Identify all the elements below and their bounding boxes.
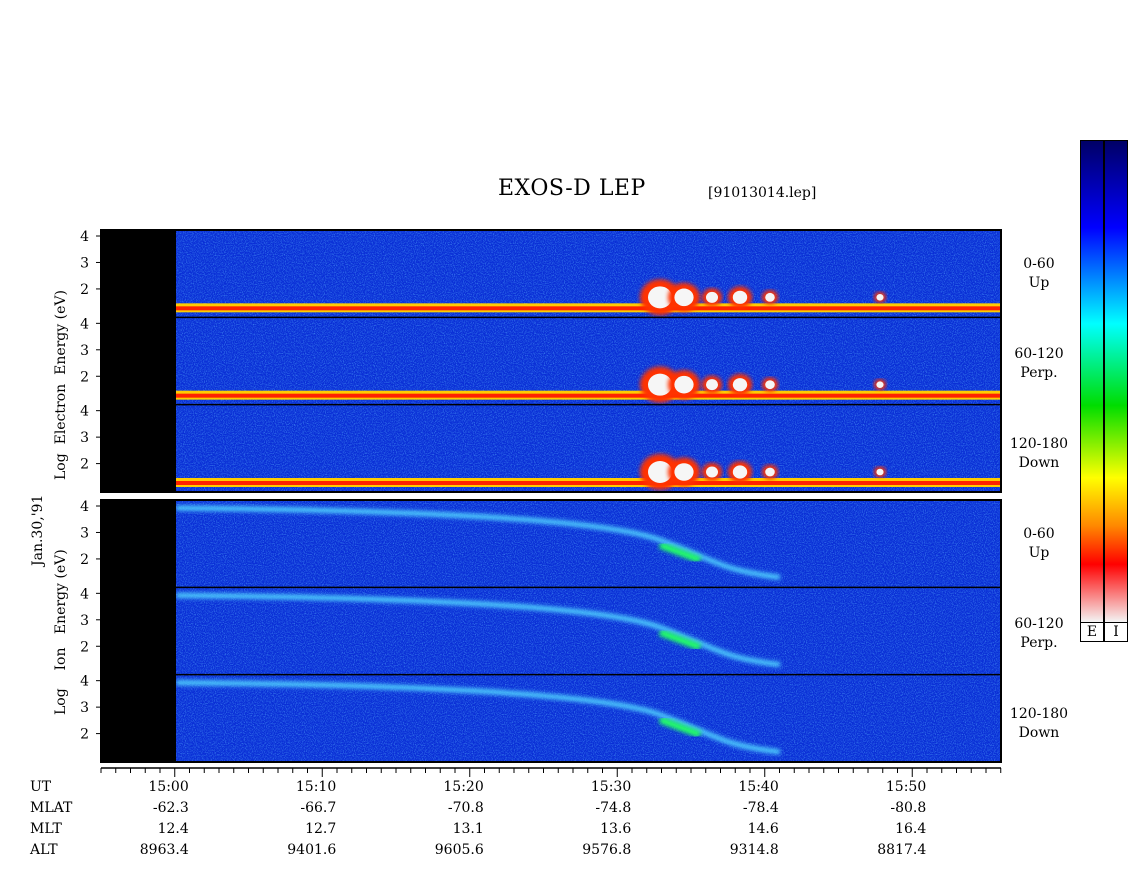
- channel-label-e-down: 120-180 Down: [1009, 436, 1069, 471]
- y-tick-label: 2: [80, 727, 89, 743]
- row-value-ut: 15:40: [738, 779, 779, 795]
- burst-core: [732, 290, 748, 304]
- panel-noise: [101, 230, 1001, 492]
- burst-core: [648, 373, 672, 396]
- y-tick-label: 4: [80, 499, 89, 515]
- channel-label-e-perp: 60-120 Perp.: [1014, 346, 1064, 381]
- nodata-region: [101, 500, 176, 762]
- row-value-mlt: 12.7: [305, 821, 337, 837]
- y-tick-label: 4: [80, 674, 89, 690]
- panel-noise: [101, 500, 1001, 762]
- y-tick-label: 2: [80, 457, 89, 473]
- y-tick-label: 2: [80, 639, 89, 655]
- y-tick-label: 4: [80, 404, 89, 420]
- row-value-mlt: 13.1: [452, 821, 484, 837]
- row-value-mlat: -66.7: [300, 800, 337, 816]
- row-name-mlt: MLT: [30, 821, 62, 837]
- burst-core: [706, 291, 718, 303]
- chart-title: EXOS-D LEP: [498, 176, 646, 201]
- nodata-region: [101, 230, 176, 492]
- electron-ylabel: Log Electron Energy (eV): [53, 290, 69, 480]
- burst-core: [648, 461, 672, 483]
- row-value-alt: 9576.8: [582, 842, 632, 858]
- row-value-alt: 9314.8: [729, 842, 779, 858]
- row-value-alt: 9605.6: [434, 842, 484, 858]
- row-value-alt: 8963.4: [139, 842, 189, 858]
- row-value-alt: 9401.6: [287, 842, 337, 858]
- y-tick-label: 4: [80, 229, 89, 245]
- row-value-ut: 15:50: [885, 779, 927, 795]
- burst-core: [674, 288, 694, 307]
- row-value-mlat: -70.8: [447, 800, 484, 816]
- burst-core: [765, 380, 775, 390]
- row-value-ut: 15:20: [443, 779, 484, 795]
- ion-arc-green: [658, 716, 702, 738]
- burst-core: [876, 381, 884, 388]
- burst-core: [876, 468, 884, 476]
- row-value-mlt: 13.6: [600, 821, 632, 837]
- colorbar-ion-label: I: [1105, 622, 1127, 642]
- ion-arc-green: [658, 629, 702, 651]
- electron-band-core: [176, 306, 1001, 311]
- ion-arc-green: [658, 541, 702, 564]
- burst-core: [765, 292, 775, 302]
- ion-arc: [175, 505, 781, 580]
- row-value-alt: 8817.4: [877, 842, 927, 858]
- row-value-mlat: -80.8: [890, 800, 927, 816]
- y-tick-label: 3: [80, 525, 89, 541]
- row-name-mlat: MLAT: [30, 800, 73, 816]
- burst-core: [765, 467, 775, 477]
- ion-arc: [175, 592, 781, 668]
- y-tick-label: 3: [80, 255, 89, 271]
- channel-label-e-up: 0-60 Up: [1023, 256, 1055, 291]
- burst-core: [674, 375, 694, 394]
- y-tick-label: 3: [80, 343, 89, 359]
- row-value-mlat: -62.3: [152, 800, 189, 816]
- y-tick-label: 3: [80, 613, 89, 629]
- row-value-ut: 15:10: [295, 779, 337, 795]
- channel-label-i-perp: 60-120 Perp.: [1014, 616, 1064, 651]
- y-tick-label: 4: [80, 586, 89, 602]
- channel-label-i-up: 0-60 Up: [1023, 526, 1055, 561]
- y-tick-label: 2: [80, 282, 89, 298]
- row-value-mlat: -78.4: [742, 800, 779, 816]
- electron-band-core: [176, 393, 1001, 398]
- burst-core: [674, 463, 694, 481]
- row-value-mlt: 14.6: [747, 821, 779, 837]
- row-value-mlt: 16.4: [895, 821, 927, 837]
- burst-core: [732, 465, 748, 479]
- y-tick-label: 2: [80, 552, 89, 568]
- row-value-mlat: -74.8: [595, 800, 632, 816]
- y-tick-label: 2: [80, 369, 89, 385]
- channel-label-i-down: 120-180 Down: [1009, 706, 1069, 741]
- colorbar-electron: E: [1080, 140, 1104, 642]
- ion-arc: [175, 680, 781, 755]
- burst-core: [732, 378, 748, 392]
- row-value-ut: 15:30: [590, 779, 632, 795]
- date-label: Jan.30,'91: [30, 494, 46, 566]
- y-tick-label: 4: [80, 316, 89, 332]
- ion-ylabel: Log Ion Energy (eV): [53, 549, 69, 715]
- burst-core: [706, 379, 718, 391]
- colorbar-electron-label: E: [1081, 622, 1103, 642]
- file-label: [91013014.lep]: [708, 185, 817, 201]
- panel-border: [100, 229, 1002, 493]
- y-tick-label: 3: [80, 700, 89, 716]
- burst-core: [648, 286, 672, 309]
- burst-core: [876, 294, 884, 301]
- y-tick-label: 3: [80, 430, 89, 446]
- row-name-ut: UT: [30, 779, 52, 795]
- electron-band-core: [176, 481, 1001, 485]
- panel-border: [100, 499, 1002, 763]
- row-value-ut: 15:00: [148, 779, 189, 795]
- colorbar-ion: I: [1104, 140, 1128, 642]
- row-value-mlt: 12.4: [157, 821, 189, 837]
- burst-core: [706, 466, 718, 478]
- row-name-alt: ALT: [30, 842, 58, 858]
